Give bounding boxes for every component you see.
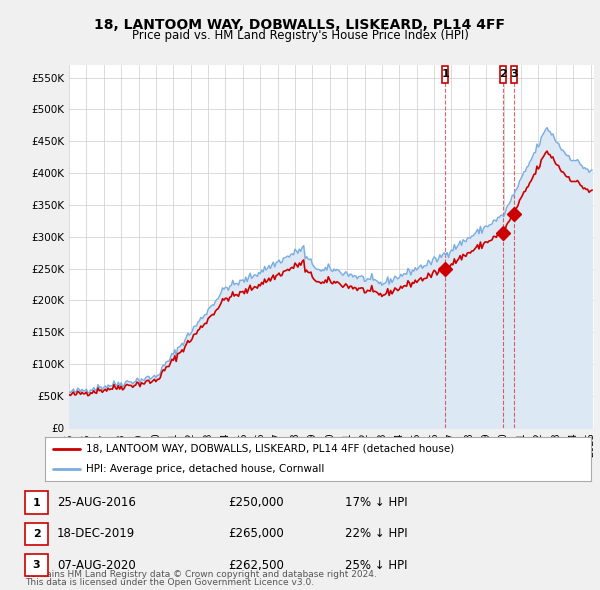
Text: £265,000: £265,000 bbox=[228, 527, 284, 540]
Text: 3: 3 bbox=[510, 70, 518, 80]
Text: Contains HM Land Registry data © Crown copyright and database right 2024.: Contains HM Land Registry data © Crown c… bbox=[25, 571, 377, 579]
Text: 18, LANTOOM WAY, DOBWALLS, LISKEARD, PL14 4FF: 18, LANTOOM WAY, DOBWALLS, LISKEARD, PL1… bbox=[95, 18, 505, 32]
Text: 22% ↓ HPI: 22% ↓ HPI bbox=[345, 527, 407, 540]
Text: 2: 2 bbox=[33, 529, 40, 539]
Text: 1: 1 bbox=[33, 498, 40, 507]
Text: 3: 3 bbox=[33, 560, 40, 570]
Text: 18-DEC-2019: 18-DEC-2019 bbox=[57, 527, 135, 540]
Text: 18, LANTOOM WAY, DOBWALLS, LISKEARD, PL14 4FF (detached house): 18, LANTOOM WAY, DOBWALLS, LISKEARD, PL1… bbox=[86, 444, 454, 454]
Text: 07-AUG-2020: 07-AUG-2020 bbox=[57, 559, 136, 572]
Text: £262,500: £262,500 bbox=[228, 559, 284, 572]
Text: HPI: Average price, detached house, Cornwall: HPI: Average price, detached house, Corn… bbox=[86, 464, 325, 474]
Text: 2: 2 bbox=[499, 70, 507, 80]
Text: 25% ↓ HPI: 25% ↓ HPI bbox=[345, 559, 407, 572]
FancyBboxPatch shape bbox=[511, 65, 517, 83]
Text: 1: 1 bbox=[442, 70, 449, 80]
Text: Price paid vs. HM Land Registry's House Price Index (HPI): Price paid vs. HM Land Registry's House … bbox=[131, 30, 469, 42]
Text: 25-AUG-2016: 25-AUG-2016 bbox=[57, 496, 136, 509]
FancyBboxPatch shape bbox=[500, 65, 506, 83]
Text: £250,000: £250,000 bbox=[228, 496, 284, 509]
FancyBboxPatch shape bbox=[442, 65, 448, 83]
Text: 17% ↓ HPI: 17% ↓ HPI bbox=[345, 496, 407, 509]
Text: This data is licensed under the Open Government Licence v3.0.: This data is licensed under the Open Gov… bbox=[25, 578, 314, 587]
